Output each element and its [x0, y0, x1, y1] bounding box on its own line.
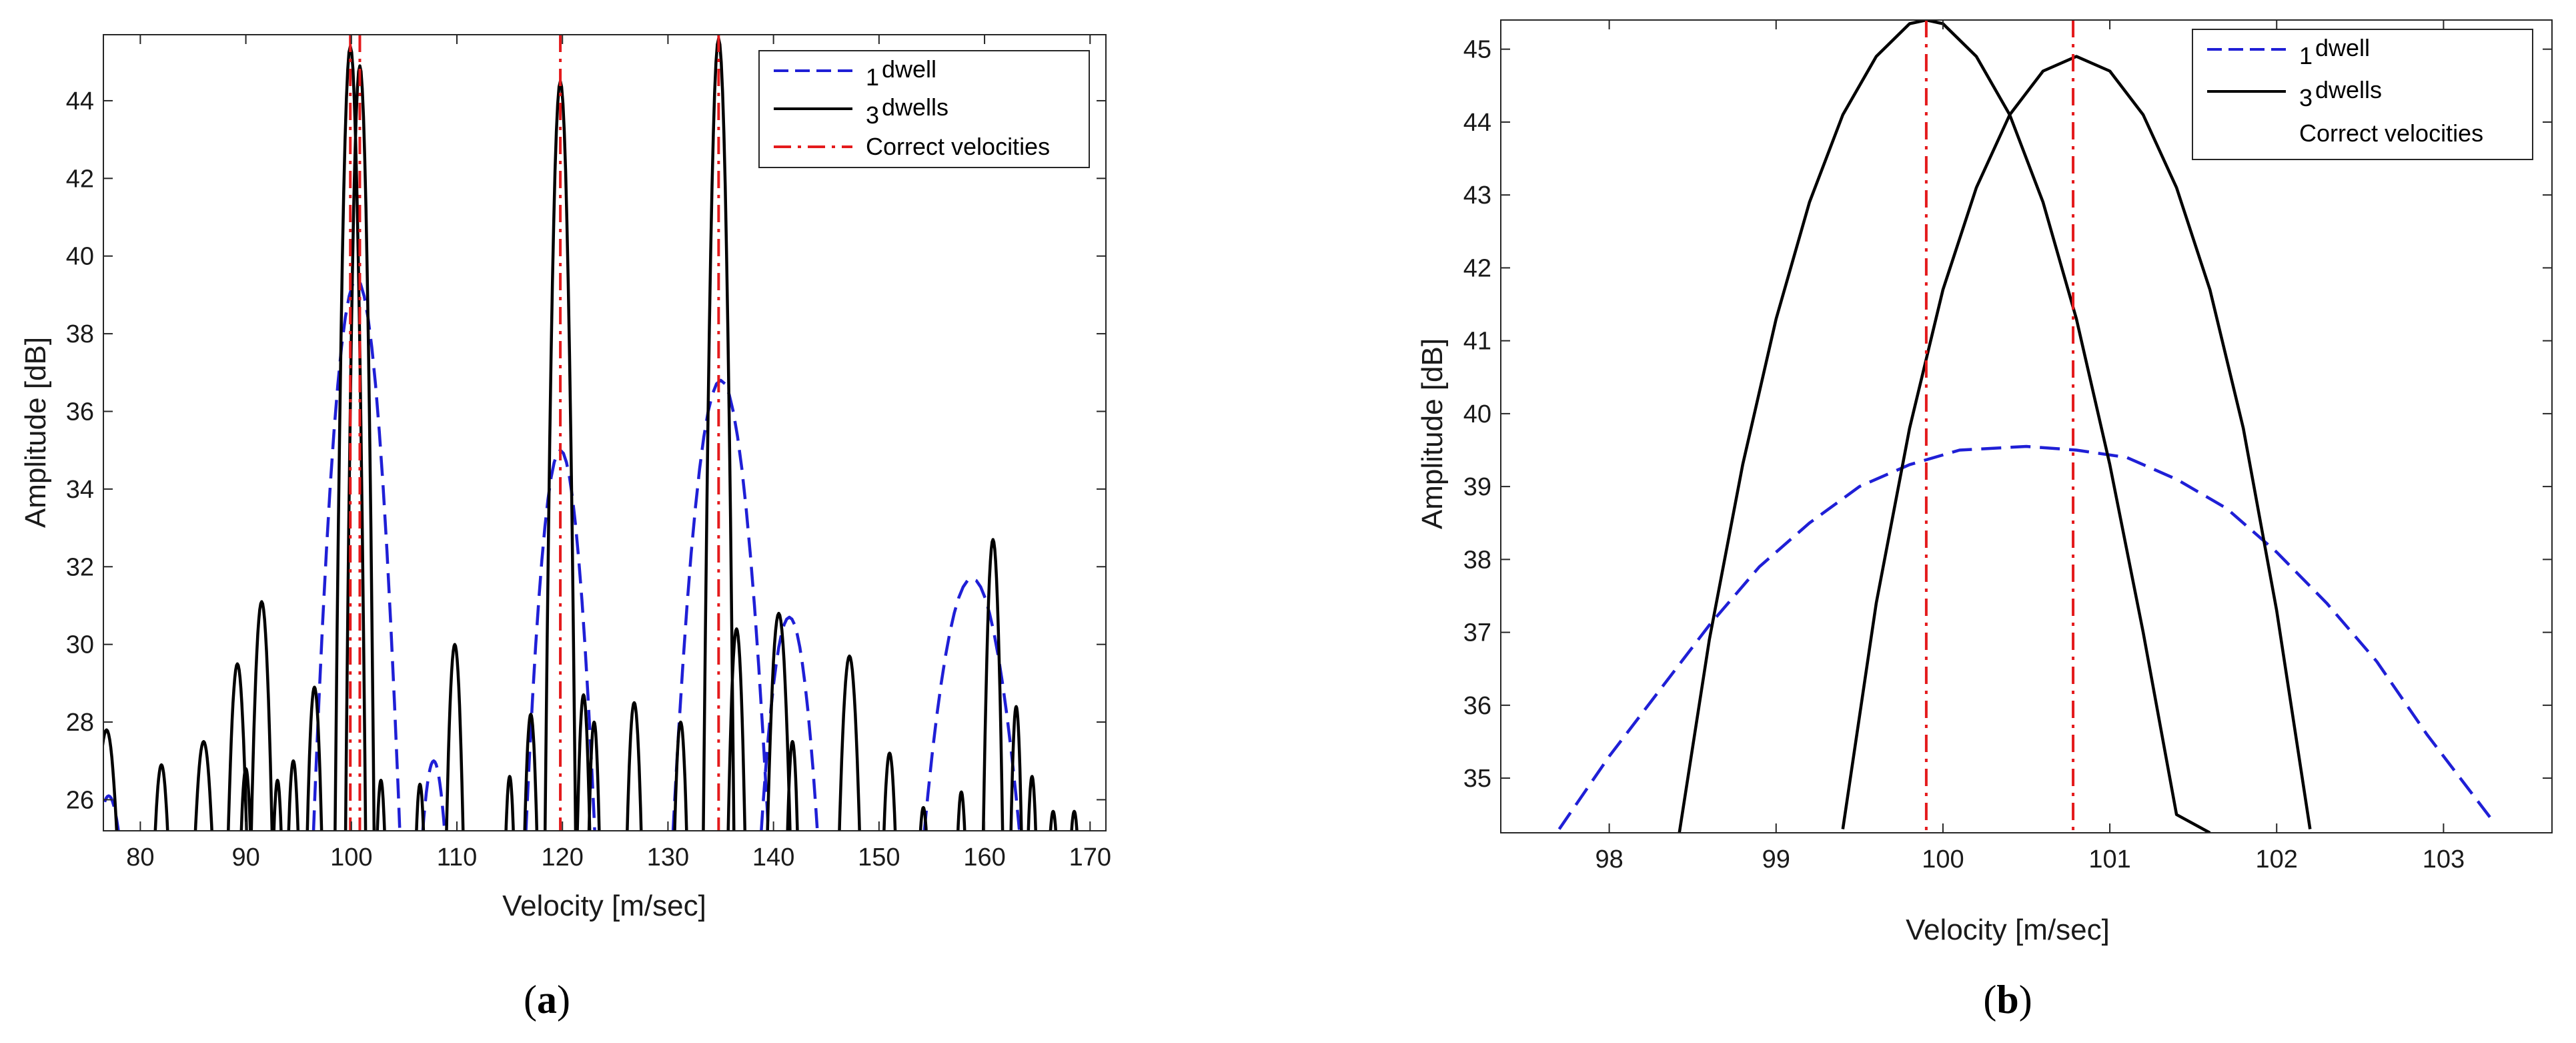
x-tick-label: 140	[752, 843, 794, 872]
y-tick-label: 44	[66, 87, 94, 115]
y-tick-label: 40	[66, 243, 94, 271]
x-tick-label: 80	[126, 843, 154, 872]
x-tick-label: 150	[858, 843, 900, 872]
panel-label-open-a: (	[524, 978, 537, 1022]
panel-label-letter-a: a	[537, 978, 557, 1022]
y-tick-label: 36	[66, 398, 94, 426]
legend-entry-label: dwell	[882, 55, 936, 83]
y-tick-label: 36	[1463, 692, 1491, 720]
y-tick-label: 37	[1463, 619, 1491, 647]
y-tick-label: 39	[1463, 473, 1491, 501]
x-tick-label: 110	[437, 843, 478, 872]
x-tick-label: 100	[330, 843, 372, 872]
x-tick-label: 170	[1069, 843, 1111, 872]
series-line-3-dwells	[1678, 20, 2211, 833]
panel-label-letter-b: b	[1996, 978, 2018, 1022]
x-tick-label: 100	[1922, 845, 1964, 874]
plot-frame-a	[103, 34, 1107, 831]
y-tick-label: 42	[66, 165, 94, 193]
y-tick-label: 42	[1463, 254, 1491, 282]
x-tick-label: 102	[2256, 845, 2298, 874]
series-line-3-dwells	[103, 37, 1079, 831]
y-tick-label: 41	[1463, 328, 1491, 356]
y-tick-label: 38	[66, 320, 94, 348]
y-tick-label: 28	[66, 709, 94, 737]
y-tick-label: 40	[1463, 400, 1491, 428]
legend-entry-label: Correct velocities	[2299, 119, 2483, 147]
legend-entry-label: dwells	[882, 93, 948, 121]
x-tick-label: 99	[1762, 845, 1790, 874]
legend-box-b	[2192, 29, 2533, 160]
x-tick-label: 101	[2088, 845, 2130, 874]
y-axis-label-a: Amplitude [dB]	[19, 337, 52, 528]
legend-entry-label: dwell	[2315, 34, 2370, 61]
x-tick-label: 90	[231, 843, 259, 872]
legend-entry-label: Correct velocities	[866, 133, 1050, 160]
series-line-1-dwell	[1557, 444, 2495, 830]
y-axis-label-b: Amplitude [dB]	[1416, 338, 1449, 529]
legend-entry-label: dwells	[2315, 76, 2382, 103]
x-tick-label: 130	[647, 843, 689, 872]
y-tick-label: 32	[66, 553, 94, 581]
legend-entry-number: 1	[866, 63, 879, 91]
y-tick-label: 30	[66, 631, 94, 659]
panel-label-open-b: (	[1983, 978, 1996, 1022]
panel-label-b: (b)	[1983, 978, 2032, 1022]
chart-panel-a: 80 90 100 110 120 130 140 150 160 170262830323436…	[19, 34, 1111, 1022]
y-tick-label: 38	[1463, 546, 1491, 574]
x-axis-label-a: Velocity [m/sec]	[502, 890, 706, 922]
x-tick-label: 98	[1595, 845, 1623, 874]
panel-label-close-b: )	[2019, 978, 2032, 1022]
panel-label-close-a: )	[557, 978, 570, 1022]
y-tick-label: 34	[66, 476, 94, 504]
y-tick-label: 26	[66, 786, 94, 814]
y-tick-label: 35	[1463, 765, 1491, 793]
legend-entry-number: 3	[866, 101, 879, 129]
y-tick-label: 44	[1463, 109, 1491, 137]
plot-frame-b	[1500, 19, 2553, 833]
legend-entry-number: 3	[2299, 84, 2313, 111]
series-line-3-dwells	[1841, 55, 2312, 829]
legend-entry-number: 1	[2299, 42, 2313, 69]
chart-panel-b: 98 99 100 101 102 103 35 36 37 38 39 40 41 42 43 44 45 V…	[1416, 19, 2553, 1022]
x-axis-label-b: Velocity [m/sec]	[1906, 914, 2110, 946]
y-tick-label: 43	[1463, 182, 1491, 210]
x-tick-label: 160	[963, 843, 1005, 872]
x-tick-label: 103	[2423, 845, 2465, 874]
x-tick-label: 120	[542, 843, 584, 872]
panel-label-a: (a)	[524, 978, 570, 1022]
y-tick-label: 45	[1463, 36, 1491, 64]
